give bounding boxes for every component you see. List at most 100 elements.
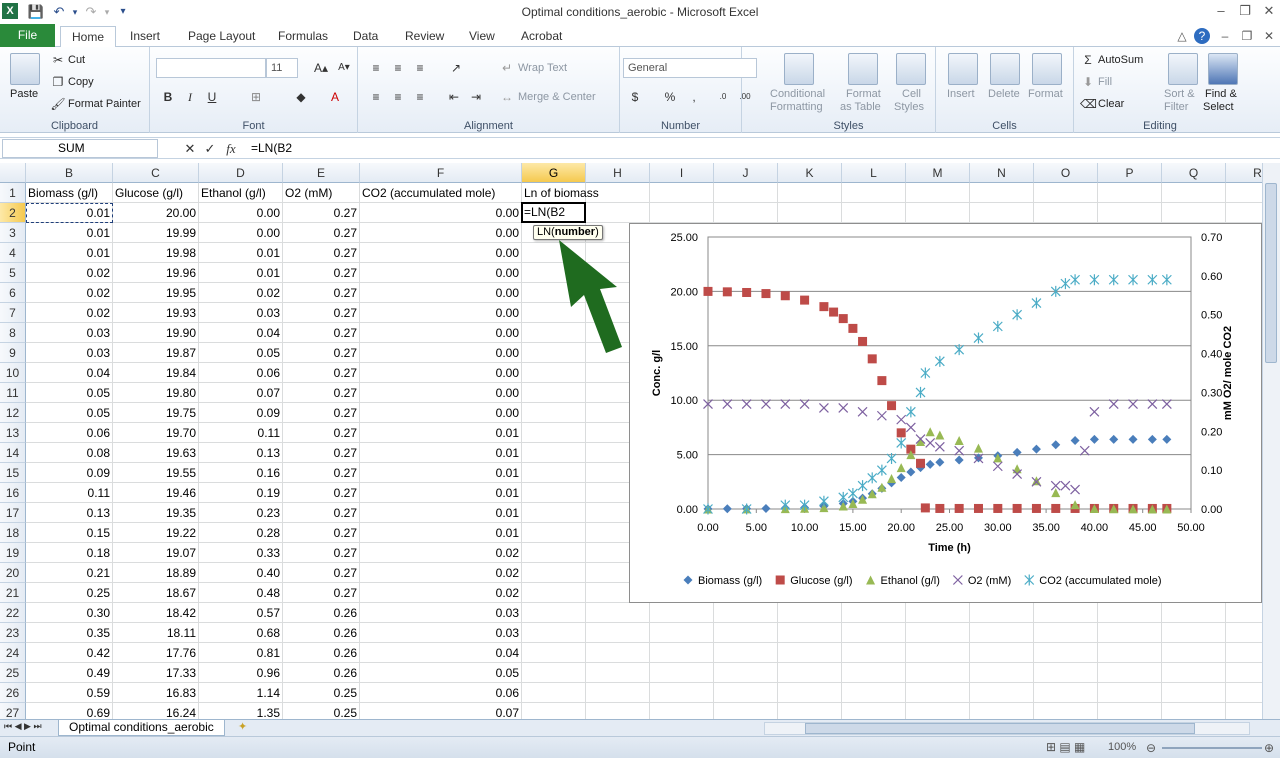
format-painter-icon[interactable]: 🖌 — [50, 97, 66, 111]
format-as-table-icon[interactable] — [848, 53, 878, 85]
workbook-close-icon[interactable]: ✕ — [1263, 29, 1275, 43]
format-painter-button[interactable]: Format Painter — [68, 98, 141, 110]
redo-dropdown-icon[interactable]: ▾ — [104, 7, 110, 17]
tab-acrobat[interactable]: Acrobat — [521, 29, 563, 43]
clear-icon[interactable]: ⌫ — [1080, 97, 1097, 111]
data-cell[interactable]: 19.90 — [113, 323, 199, 343]
cell[interactable] — [778, 683, 842, 703]
cell[interactable] — [1034, 663, 1098, 683]
cell[interactable] — [650, 183, 714, 203]
undo-icon[interactable]: ↶ — [53, 4, 65, 19]
horizontal-scrollbar[interactable] — [764, 722, 1250, 735]
data-cell[interactable]: 0.04 — [199, 323, 283, 343]
data-cell[interactable]: 0.00 — [360, 303, 522, 323]
data-cell[interactable]: 0.01 — [360, 523, 522, 543]
cell[interactable] — [650, 203, 714, 223]
data-cell[interactable]: 0.27 — [283, 303, 360, 323]
row-header[interactable]: 17 — [0, 503, 26, 523]
cell[interactable] — [842, 623, 906, 643]
cell[interactable] — [650, 663, 714, 683]
row-header[interactable]: 14 — [0, 443, 26, 463]
cell[interactable] — [842, 703, 906, 719]
column-header-r[interactable]: R — [1226, 163, 1262, 183]
data-cell[interactable]: 0.07 — [199, 383, 283, 403]
data-cell[interactable]: 0.27 — [283, 323, 360, 343]
data-cell[interactable]: 19.55 — [113, 463, 199, 483]
vertical-scroll-thumb[interactable] — [1265, 183, 1277, 363]
cell[interactable] — [522, 683, 586, 703]
horizontal-scroll-thumb[interactable] — [805, 723, 1195, 734]
data-cell[interactable]: 0.27 — [283, 543, 360, 563]
cell[interactable] — [586, 703, 650, 719]
header-cell-d[interactable]: Ethanol (g/l) — [199, 183, 283, 203]
data-cell[interactable]: 0.15 — [26, 523, 113, 543]
column-header-b[interactable]: B — [26, 163, 113, 183]
grow-font-icon[interactable]: A▴ — [313, 61, 329, 75]
cell[interactable] — [1226, 183, 1262, 203]
data-cell[interactable]: 0.06 — [360, 683, 522, 703]
cell[interactable] — [1034, 623, 1098, 643]
data-cell[interactable]: 0.02 — [199, 283, 283, 303]
data-cell[interactable]: 19.98 — [113, 243, 199, 263]
data-cell[interactable]: 0.06 — [199, 363, 283, 383]
cell[interactable] — [970, 623, 1034, 643]
column-header-f[interactable]: F — [360, 163, 522, 183]
data-cell[interactable]: 19.93 — [113, 303, 199, 323]
cell[interactable] — [1098, 663, 1162, 683]
cell[interactable] — [522, 503, 586, 523]
data-cell[interactable]: 19.84 — [113, 363, 199, 383]
tab-formulas[interactable]: Formulas — [278, 29, 329, 43]
cell[interactable] — [906, 703, 970, 719]
data-cell[interactable]: 0.25 — [26, 583, 113, 603]
cell[interactable] — [1162, 603, 1226, 623]
data-cell[interactable]: 0.35 — [26, 623, 113, 643]
cell[interactable] — [522, 423, 586, 443]
data-cell[interactable]: 0.30 — [26, 603, 113, 623]
cell[interactable] — [970, 183, 1034, 203]
data-cell[interactable]: 0.21 — [26, 563, 113, 583]
column-header-i[interactable]: I — [650, 163, 714, 183]
chart-area[interactable]: 0.00 5.00 10.00 15.00 20.00 25.00 0.00 0.10 0.20… — [629, 223, 1262, 603]
cell[interactable] — [714, 183, 778, 203]
restore-icon[interactable]: ❐ — [1239, 3, 1251, 18]
cancel-formula-icon[interactable]: ✕ — [184, 141, 196, 156]
cell[interactable] — [1226, 663, 1262, 683]
data-cell[interactable]: 0.27 — [283, 583, 360, 603]
copy-button[interactable]: Copy — [68, 76, 94, 88]
workbook-minimize-icon[interactable]: – — [1221, 29, 1229, 43]
column-header-q[interactable]: Q — [1162, 163, 1226, 183]
insert-function-icon[interactable]: fx — [226, 141, 236, 156]
font-color-icon[interactable]: A — [330, 90, 339, 104]
cell[interactable] — [586, 203, 650, 223]
zoom-out-icon[interactable]: ⊖ — [1146, 741, 1157, 755]
cell[interactable] — [522, 643, 586, 663]
data-cell[interactable]: 0.27 — [283, 223, 360, 243]
cell[interactable] — [522, 463, 586, 483]
row-header[interactable]: 26 — [0, 683, 26, 703]
align-left-icon[interactable]: ≡ — [372, 90, 380, 104]
cell[interactable] — [714, 663, 778, 683]
enter-formula-icon[interactable]: ✓ — [204, 141, 216, 156]
cell[interactable] — [1034, 183, 1098, 203]
data-cell[interactable]: 0.00 — [360, 383, 522, 403]
cell[interactable] — [522, 663, 586, 683]
data-cell[interactable]: 0.27 — [283, 203, 360, 223]
data-cell[interactable]: 19.95 — [113, 283, 199, 303]
cell[interactable] — [650, 623, 714, 643]
row-header[interactable]: 4 — [0, 243, 26, 263]
data-cell[interactable]: 0.40 — [199, 563, 283, 583]
data-cell[interactable]: 0.01 — [360, 483, 522, 503]
row-header[interactable]: 25 — [0, 663, 26, 683]
orientation-icon[interactable]: ↗ — [450, 61, 462, 75]
active-cell-g2[interactable]: =LN(B2 — [521, 202, 586, 223]
cell[interactable] — [714, 683, 778, 703]
data-cell[interactable]: 19.96 — [113, 263, 199, 283]
cell[interactable] — [522, 543, 586, 563]
data-cell[interactable]: 1.14 — [199, 683, 283, 703]
align-bottom-icon[interactable]: ≡ — [416, 61, 424, 75]
data-cell[interactable]: 0.27 — [283, 363, 360, 383]
cell[interactable] — [714, 603, 778, 623]
cell[interactable] — [842, 683, 906, 703]
cell[interactable] — [1226, 603, 1262, 623]
minimize-icon[interactable]: – — [1217, 3, 1225, 18]
